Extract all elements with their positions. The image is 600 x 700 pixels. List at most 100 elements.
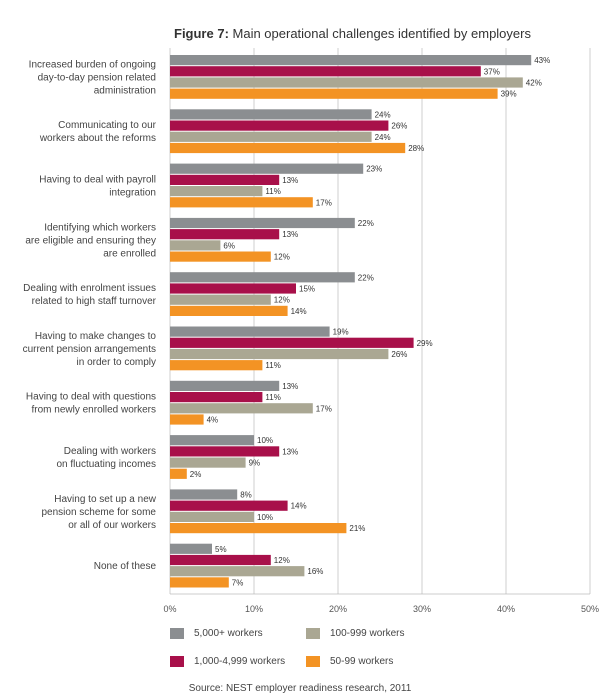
legend-item: 100-999 workers — [306, 628, 404, 639]
bar — [170, 77, 523, 88]
category-label: day-to-day pension related — [38, 72, 156, 83]
bar — [170, 435, 254, 446]
category-label: administration — [94, 85, 156, 96]
bar-value-label: 26% — [391, 122, 407, 131]
bar — [170, 305, 288, 316]
bar-value-label: 13% — [282, 176, 298, 185]
category-label: from newly enrolled workers — [32, 405, 157, 416]
bar-value-label: 12% — [274, 296, 290, 305]
x-tick-label: 30% — [413, 604, 431, 614]
figure-title: Figure 7: Main operational challenges id… — [174, 26, 531, 41]
bar-value-label: 9% — [249, 459, 261, 468]
category-label: pension scheme for some — [41, 507, 156, 518]
category-label: related to high staff turnover — [32, 296, 157, 307]
bar-value-label: 6% — [223, 241, 235, 250]
bar — [170, 446, 280, 457]
legend-item: 1,000-4,999 workers — [170, 656, 285, 667]
legend-swatch — [306, 628, 320, 639]
bar — [170, 392, 263, 403]
bar — [170, 403, 313, 414]
category-label: Having to make changes to — [35, 331, 157, 342]
legend-label: 5,000+ workers — [194, 628, 263, 640]
bar-value-label: 2% — [190, 470, 202, 479]
bar-value-label: 26% — [391, 350, 407, 359]
category-label: Communicating to our — [58, 120, 156, 131]
category-label: Having to deal with questions — [26, 392, 156, 403]
category-label: on fluctuating incomes — [56, 459, 156, 470]
legend-label: 100-999 workers — [330, 628, 405, 640]
bar-value-label: 17% — [316, 404, 332, 413]
bar — [170, 163, 364, 174]
bar — [170, 337, 414, 348]
bar-value-label: 10% — [257, 436, 273, 445]
category-label: in order to comply — [77, 357, 156, 368]
bar-value-label: 43% — [534, 56, 550, 65]
bar-value-label: 14% — [291, 502, 307, 511]
bar-value-label: 42% — [526, 79, 542, 88]
bar-value-label: 24% — [375, 133, 391, 142]
bar-value-label: 17% — [316, 198, 332, 207]
category-label: Increased burden of ongoing — [29, 59, 156, 70]
x-tick-label: 40% — [497, 604, 515, 614]
bar-value-label: 19% — [333, 328, 349, 337]
bar-value-label: 28% — [408, 144, 424, 153]
bar-value-label: 12% — [274, 253, 290, 262]
bar — [170, 251, 271, 262]
bar — [170, 109, 372, 120]
bar-value-label: 24% — [375, 110, 391, 119]
bar-value-label: 13% — [282, 447, 298, 456]
bar — [170, 348, 389, 360]
figure-title-prefix: Figure 7: — [174, 26, 229, 41]
bar-value-label: 23% — [366, 165, 382, 174]
bar — [170, 489, 238, 500]
bar-value-label: 12% — [274, 556, 290, 565]
bar — [170, 523, 347, 534]
bar-value-label: 16% — [307, 567, 323, 576]
source-note: Source: NEST employer readiness research… — [188, 683, 412, 694]
bar — [170, 577, 229, 588]
bar — [170, 566, 305, 577]
bar-value-label: 4% — [207, 416, 219, 425]
bar-value-label: 21% — [349, 524, 365, 533]
bar — [170, 468, 187, 479]
bar — [170, 142, 406, 154]
bar-value-label: 11% — [265, 187, 280, 196]
bar — [170, 186, 263, 197]
bar — [170, 240, 221, 251]
bar — [170, 360, 263, 371]
bar-value-label: 13% — [282, 382, 298, 391]
bar — [170, 511, 254, 522]
bar-value-label: 11% — [265, 361, 280, 370]
bar-value-label: 39% — [501, 90, 517, 99]
bar-value-label: 7% — [232, 578, 244, 587]
bar — [170, 272, 355, 283]
category-label: are enrolled — [103, 248, 156, 259]
category-label: workers about the reforms — [39, 133, 156, 144]
bar — [170, 543, 212, 554]
bar — [170, 66, 481, 77]
bar-value-label: 22% — [358, 273, 374, 282]
bar-value-label: 37% — [484, 67, 500, 76]
category-label: Dealing with enrolment issues — [23, 283, 156, 294]
bar — [170, 294, 271, 305]
category-label: or all of our workers — [68, 520, 156, 531]
bar-value-label: 8% — [240, 491, 252, 500]
bar — [170, 197, 313, 208]
x-tick-label: 0% — [163, 604, 176, 614]
bar — [170, 554, 271, 566]
bar — [170, 500, 288, 511]
bar — [170, 326, 330, 337]
x-tick-label: 20% — [329, 604, 347, 614]
bar-value-label: 11% — [265, 393, 280, 402]
x-tick-label: 10% — [245, 604, 263, 614]
category-label: current pension arrangements — [23, 344, 156, 355]
bar-value-label: 5% — [215, 545, 227, 554]
legend-swatch — [170, 656, 184, 667]
bar — [170, 131, 372, 142]
bar — [170, 229, 280, 240]
bar-value-label: 14% — [291, 307, 307, 316]
legend-item: 50-99 workers — [306, 656, 393, 667]
category-label: Identifying which workers — [44, 222, 156, 233]
category-label: Dealing with workers — [64, 446, 156, 457]
